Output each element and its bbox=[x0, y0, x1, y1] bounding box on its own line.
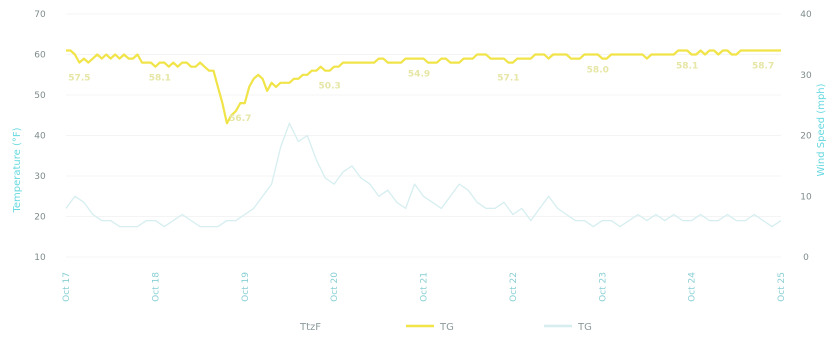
x-tick-label: Oct 25 bbox=[777, 272, 787, 302]
legend-item: TG bbox=[439, 322, 454, 333]
data-label: 54.9 bbox=[408, 70, 430, 80]
right-tick-label: 10 bbox=[800, 192, 812, 202]
data-labels: 57.5 58.1 56.7 50.3 54.9 57.1 58.0 58.1 58.7 bbox=[68, 61, 774, 124]
legend-item: TG bbox=[577, 322, 592, 333]
right-tick-label: 20 bbox=[800, 132, 812, 142]
series-line-left bbox=[66, 49, 781, 125]
left-tick-label: 20 bbox=[34, 213, 46, 223]
data-label: 56.7 bbox=[229, 114, 251, 124]
right-tick-label: 40 bbox=[800, 10, 812, 20]
x-tick-label: Oct 22 bbox=[509, 272, 519, 302]
x-tick-label: Oct 23 bbox=[598, 272, 608, 302]
data-label: 57.1 bbox=[497, 74, 519, 84]
data-label: 50.3 bbox=[319, 82, 341, 92]
left-tick-label: 40 bbox=[34, 132, 46, 142]
left-tick-label: 30 bbox=[34, 172, 46, 182]
x-tick-label: Oct 24 bbox=[688, 272, 698, 302]
left-tick-label: 70 bbox=[34, 10, 46, 20]
left-tick-label: 10 bbox=[34, 253, 46, 263]
right-tick-label: 30 bbox=[800, 71, 812, 81]
legend-item: TtzF bbox=[299, 322, 321, 333]
data-label: 58.7 bbox=[752, 61, 774, 71]
series-line-right bbox=[65, 122, 782, 228]
x-axis-ticks: Oct 17 Oct 18 Oct 19 Oct 20 Oct 21 Oct 22 Oct … bbox=[62, 272, 787, 302]
x-tick-label: Oct 18 bbox=[151, 272, 161, 302]
x-tick-label: Oct 20 bbox=[330, 272, 340, 302]
x-tick-label: Oct 19 bbox=[241, 272, 251, 302]
left-axis-label: Temperature (°F) bbox=[12, 127, 23, 213]
x-tick-label: Oct 17 bbox=[62, 272, 72, 302]
data-label: 58.0 bbox=[587, 66, 609, 76]
series-lines bbox=[65, 49, 782, 228]
right-axis-label: Wind Speed (mph) bbox=[816, 83, 827, 176]
x-tick-label: Oct 21 bbox=[420, 272, 430, 302]
data-label: 58.1 bbox=[676, 61, 698, 71]
legend: TtzF TG TG bbox=[299, 322, 592, 333]
data-label: 57.5 bbox=[68, 74, 90, 84]
left-tick-label: 60 bbox=[34, 51, 46, 61]
left-tick-label: 50 bbox=[34, 91, 46, 101]
data-label: 58.1 bbox=[149, 74, 171, 84]
right-tick-label: 0 bbox=[803, 253, 809, 263]
left-axis-ticks: 10 20 30 40 50 60 70 bbox=[34, 10, 46, 263]
right-axis-ticks: 0 10 20 30 40 bbox=[800, 10, 812, 263]
